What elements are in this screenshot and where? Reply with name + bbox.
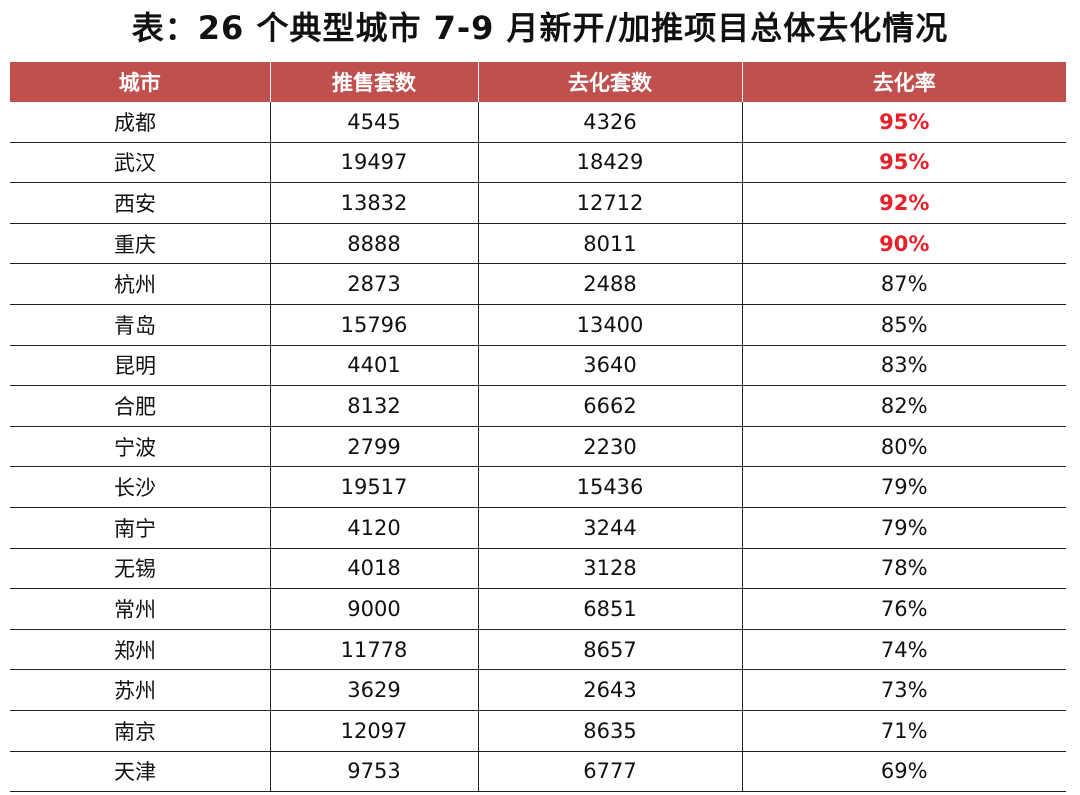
- cell-city: 无锡: [10, 548, 271, 590]
- cell-rate: 73%: [742, 669, 1066, 711]
- cell-rate: 92%: [742, 182, 1066, 224]
- cell-sold: 3640: [478, 345, 743, 387]
- header-rate: 去化率: [742, 62, 1066, 102]
- cell-rate: 79%: [742, 507, 1066, 549]
- cell-rate: 90%: [742, 223, 1066, 265]
- table-row: 武汉 19497 18429 95%: [10, 142, 1066, 184]
- cell-rate: 95%: [742, 142, 1066, 184]
- cell-offered: 4545: [270, 102, 479, 143]
- cell-rate: 80%: [742, 426, 1066, 468]
- cell-offered: 12097: [270, 710, 479, 752]
- cell-offered: 4401: [270, 345, 479, 387]
- cell-sold: 6777: [478, 751, 743, 793]
- table-header-row: 城市 推售套数 去化套数 去化率: [10, 62, 1066, 102]
- table-row: 青岛 15796 13400 85%: [10, 304, 1066, 346]
- cell-city: 宁波: [10, 426, 271, 468]
- cell-city: 武汉: [10, 142, 271, 184]
- cell-sold: 18429: [478, 142, 743, 184]
- cell-rate: 78%: [742, 548, 1066, 590]
- table-row: 昆明 4401 3640 83%: [10, 345, 1066, 387]
- cell-sold: 3244: [478, 507, 743, 549]
- cell-city: 成都: [10, 102, 271, 143]
- cell-offered: 19497: [270, 142, 479, 184]
- table-row: 无锡 4018 3128 78%: [10, 548, 1066, 590]
- cell-city: 昆明: [10, 345, 271, 387]
- cell-sold: 6662: [478, 385, 743, 427]
- cell-sold: 8635: [478, 710, 743, 752]
- cell-rate: 79%: [742, 466, 1066, 508]
- cell-city: 青岛: [10, 304, 271, 346]
- page-title: 表：26 个典型城市 7-9 月新开/加推项目总体去化情况: [131, 9, 949, 47]
- cell-city: 南宁: [10, 507, 271, 549]
- cell-offered: 4120: [270, 507, 479, 549]
- cell-city: 杭州: [10, 263, 271, 305]
- cell-sold: 4326: [478, 102, 743, 143]
- cell-sold: 8011: [478, 223, 743, 265]
- cell-city: 郑州: [10, 629, 271, 671]
- cell-offered: 4018: [270, 548, 479, 590]
- cell-offered: 13832: [270, 182, 479, 224]
- cell-sold: 2488: [478, 263, 743, 305]
- cell-city: 天津: [10, 751, 271, 793]
- table-row: 苏州 3629 2643 73%: [10, 669, 1066, 711]
- cell-offered: 19517: [270, 466, 479, 508]
- cell-offered: 2799: [270, 426, 479, 468]
- cell-offered: 8888: [270, 223, 479, 265]
- cell-city: 苏州: [10, 669, 271, 711]
- cell-rate: 76%: [742, 588, 1066, 630]
- cell-rate: 71%: [742, 710, 1066, 752]
- cell-offered: 8132: [270, 385, 479, 427]
- cell-sold: 3128: [478, 548, 743, 590]
- cell-rate: 83%: [742, 345, 1066, 387]
- cell-offered: 15796: [270, 304, 479, 346]
- cell-rate: 95%: [742, 102, 1066, 143]
- table-row: 合肥 8132 6662 82%: [10, 385, 1066, 427]
- table-row: 西安 13832 12712 92%: [10, 182, 1066, 224]
- cell-city: 西安: [10, 182, 271, 224]
- header-city: 城市: [10, 62, 271, 102]
- cell-rate: 69%: [742, 751, 1066, 793]
- cell-sold: 2230: [478, 426, 743, 468]
- table-row: 天津 9753 6777 69%: [10, 751, 1066, 793]
- cell-sold: 2643: [478, 669, 743, 711]
- cell-city: 长沙: [10, 466, 271, 508]
- cell-sold: 15436: [478, 466, 743, 508]
- table-row: 南京 12097 8635 71%: [10, 710, 1066, 752]
- cell-rate: 85%: [742, 304, 1066, 346]
- cell-rate: 82%: [742, 385, 1066, 427]
- table-row: 杭州 2873 2488 87%: [10, 263, 1066, 305]
- cell-offered: 3629: [270, 669, 479, 711]
- header-offered: 推售套数: [270, 62, 479, 102]
- table-row: 长沙 19517 15436 79%: [10, 466, 1066, 508]
- cell-offered: 9753: [270, 751, 479, 793]
- cell-city: 重庆: [10, 223, 271, 265]
- table-row: 郑州 11778 8657 74%: [10, 629, 1066, 671]
- cell-sold: 12712: [478, 182, 743, 224]
- cell-city: 南京: [10, 710, 271, 752]
- cell-offered: 9000: [270, 588, 479, 630]
- cell-sold: 6851: [478, 588, 743, 630]
- cell-rate: 87%: [742, 263, 1066, 305]
- city-sales-table: 城市 推售套数 去化套数 去化率 成都 4545 4326 95% 武汉 19497 184…: [10, 62, 1066, 793]
- cell-city: 合肥: [10, 385, 271, 427]
- table-row: 宁波 2799 2230 80%: [10, 426, 1066, 468]
- cell-sold: 13400: [478, 304, 743, 346]
- header-sold: 去化套数: [478, 62, 743, 102]
- table-row: 重庆 8888 8011 90%: [10, 223, 1066, 265]
- table-row: 南宁 4120 3244 79%: [10, 507, 1066, 549]
- cell-city: 常州: [10, 588, 271, 630]
- table-body: 成都 4545 4326 95% 武汉 19497 18429 95% 西安 13832 12712…: [10, 102, 1066, 793]
- cell-sold: 8657: [478, 629, 743, 671]
- cell-rate: 74%: [742, 629, 1066, 671]
- table-row: 常州 9000 6851 76%: [10, 588, 1066, 630]
- cell-offered: 11778: [270, 629, 479, 671]
- table-row: 成都 4545 4326 95%: [10, 102, 1066, 143]
- cell-offered: 2873: [270, 263, 479, 305]
